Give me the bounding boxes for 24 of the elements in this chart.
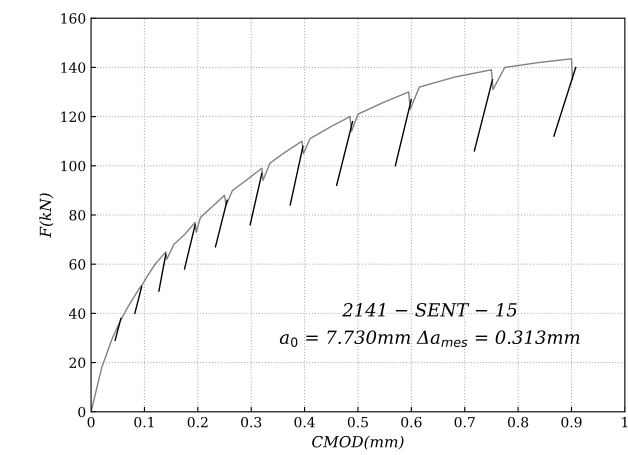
x-tick-label: 1 bbox=[622, 416, 628, 428]
y-tick-label: 160 bbox=[61, 13, 86, 24]
x-tick-label: 0.4 bbox=[294, 416, 315, 428]
annotation: a$_{0}$ = 7.730mm Δa$_{mes}$ = 0.313mm bbox=[280, 330, 580, 347]
x-tick-label: 0.6 bbox=[401, 416, 422, 428]
x-tick-label: 0.9 bbox=[561, 416, 582, 428]
y-tick-label: 60 bbox=[69, 259, 86, 270]
y-tick-label: 80 bbox=[69, 210, 86, 220]
y-tick-label: 100 bbox=[61, 160, 86, 172]
x-tick-label: 0 bbox=[88, 416, 95, 428]
y-axis-title: F(kN) bbox=[39, 193, 54, 238]
y-tick-label: 0 bbox=[78, 406, 86, 418]
y-tick-label: 20 bbox=[69, 358, 86, 368]
x-axis-title: CMOD(mm) bbox=[312, 436, 404, 450]
x-tick-label: 0.5 bbox=[348, 416, 368, 428]
y-tick-label: 120 bbox=[61, 112, 86, 122]
x-tick-label: 0.7 bbox=[454, 416, 475, 428]
annotation: 2141 − SENT − 15 bbox=[342, 302, 517, 317]
y-tick-label: 40 bbox=[68, 308, 86, 319]
x-tick-label: 0.2 bbox=[188, 416, 208, 428]
x-tick-label: 0.3 bbox=[241, 416, 262, 428]
x-tick-label: 0.8 bbox=[508, 416, 528, 428]
x-tick-label: 0.1 bbox=[134, 416, 154, 428]
y-tick-label: 140 bbox=[61, 62, 86, 73]
